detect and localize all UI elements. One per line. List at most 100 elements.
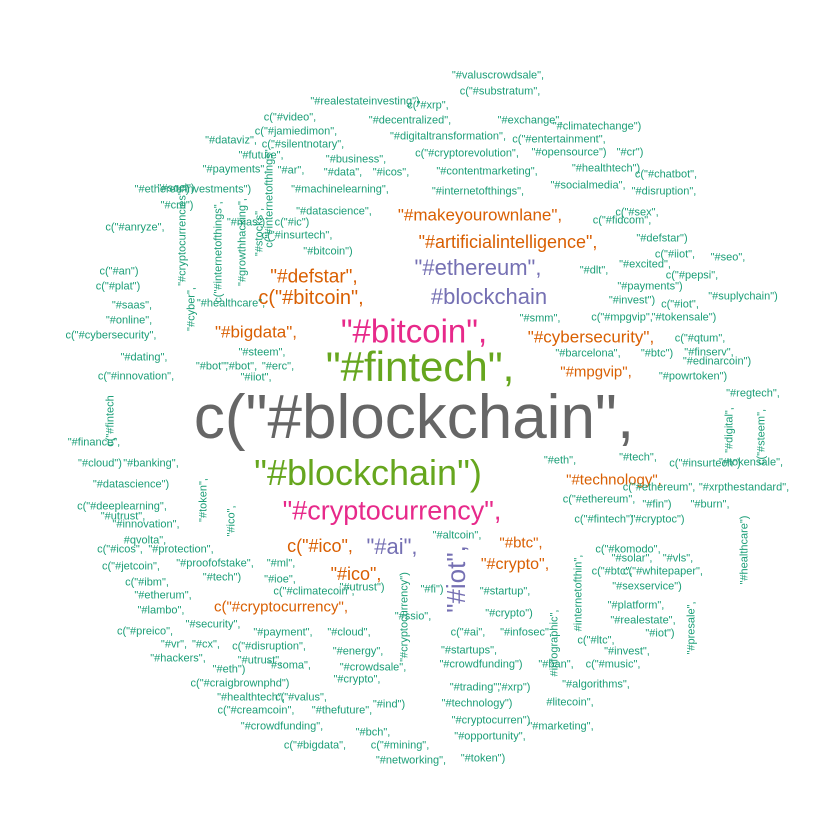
cloud-word: c("#ico", <box>287 536 353 556</box>
cloud-word: "#suplychain") <box>708 290 778 303</box>
cloud-word: c("#fintech <box>104 395 117 447</box>
cloud-word: "#thefuture", <box>311 704 373 717</box>
cloud-word: "#bot", <box>224 360 258 373</box>
cloud-word: c("#fidcom", <box>592 214 652 227</box>
cloud-word: c("#ltc", <box>577 634 615 647</box>
cloud-word: c("#cybersecurity", <box>65 329 157 342</box>
cloud-word: "#dlt", <box>579 264 609 277</box>
cloud-word: c("#entertainment", <box>512 133 606 146</box>
cloud-word: "#token", <box>197 478 210 522</box>
cloud-word: "#banking", <box>123 457 179 470</box>
cloud-word: "#marketing", <box>528 720 594 733</box>
cloud-word: "#iot", <box>441 545 471 613</box>
cloud-word: "#tokensale") <box>651 311 717 324</box>
cloud-word: "#finance", <box>67 436 121 449</box>
cloud-word: "#cloud", <box>327 626 371 639</box>
cloud-word: "#vr", <box>160 638 188 651</box>
cloud-word: "#investments") <box>174 183 252 196</box>
cloud-word: c("#anryze", <box>105 221 165 234</box>
cloud-word: c("#iiot", <box>654 248 696 261</box>
cloud-word: "#ban", <box>538 658 574 671</box>
cloud-word: "#realestate", <box>610 614 676 627</box>
cloud-word: "#eth", <box>543 454 577 467</box>
cloud-word: #infographic", <box>548 609 561 677</box>
cloud-word: c("#fintech") <box>574 513 634 526</box>
cloud-word: c("#ethereum", <box>622 481 696 494</box>
cloud-word: "#cloud") <box>78 457 122 470</box>
cloud-word: "#seo", <box>710 251 746 264</box>
cloud-word: c("#cryptocurrency", <box>213 598 349 616</box>
cloud-word: c("#internetofthings", <box>212 201 225 303</box>
cloud-word: "#tech", <box>619 451 657 464</box>
cloud-word: "#ind") <box>372 698 406 711</box>
cloud-word: "#payment", <box>253 626 313 639</box>
cloud-word: "#mas") <box>226 216 266 229</box>
cloud-word: "#exchange", <box>497 114 563 127</box>
cloud-word: "#algorithms", <box>562 678 630 691</box>
cloud-word: c("#internetofthings", <box>263 146 276 248</box>
cloud-word: c("#mpgvip", <box>591 311 653 324</box>
cloud-word: "#presale", <box>685 601 698 655</box>
cloud-word: c("#craigbrownphd") <box>190 677 290 690</box>
cloud-word: c("#mining", <box>370 739 430 752</box>
cloud-word: "#utrust") <box>339 581 385 594</box>
cloud-word: c("#bitcoin", <box>258 287 364 309</box>
cloud-word: "#artificialintelligence", <box>418 232 598 252</box>
cloud-word: "#ml", <box>266 557 296 570</box>
cloud-word: "#cryptocurrency", <box>282 495 502 526</box>
cloud-word: "#etherum", <box>134 589 192 602</box>
cloud-word: c("#cryptorevolution", <box>415 147 519 160</box>
cloud-word: "#digital", <box>723 407 736 453</box>
cloud-word: "#finserv", <box>684 346 734 359</box>
cloud-word: "#startups", <box>440 644 498 657</box>
cloud-word: "#soci") <box>157 182 195 195</box>
cloud-word: c("#plat") <box>95 280 141 293</box>
cloud-word: "#opportunity", <box>454 730 526 743</box>
cloud-word: "#fintech", <box>325 343 515 390</box>
cloud-word: c("#video", <box>263 111 317 124</box>
cloud-word: "#edinarcoin") <box>682 355 752 368</box>
cloud-word: "#realestateinvesting") <box>310 95 420 108</box>
cloud-word: "#healthcare") <box>738 515 751 585</box>
cloud-word: "#cryptocurrencies", <box>176 188 189 286</box>
cloud-word: "#eth") <box>212 663 246 676</box>
cloud-word: "#machinelearning", <box>291 183 389 196</box>
cloud-word: "#fin") <box>642 498 672 511</box>
cloud-word: "#mpgvip", <box>560 363 632 381</box>
cloud-word: c("#jamiedimon", <box>254 125 338 138</box>
cloud-word: "#icos", <box>372 166 410 179</box>
cloud-word: "#online", <box>105 314 153 327</box>
cloud-word: "#bitcoin", <box>340 312 488 350</box>
cloud-word: "#proofofstake", <box>176 557 254 570</box>
cloud-word: "#data", <box>323 166 363 179</box>
cloud-word: c("#whitepaper", <box>623 565 703 578</box>
cloud-word: "#crowdfunding", <box>240 720 324 733</box>
cloud-word: "#xrpthestandard", <box>698 481 790 494</box>
cloud-word: c("#climatecoin", <box>273 585 355 598</box>
cloud-word: "#decentralized", <box>368 114 452 127</box>
cloud-word: "#tech") <box>202 571 242 584</box>
cloud-word: "#bigdata", <box>214 322 298 342</box>
cloud-word: "#solar", <box>611 552 653 565</box>
cloud-word: c("#valus", <box>275 691 327 704</box>
cloud-word: "#blockchain") <box>254 452 482 493</box>
cloud-word: "#technology") <box>441 697 513 710</box>
cloud-word: "#sexservice") <box>612 580 682 593</box>
cloud-word: #qvolta", <box>123 534 167 547</box>
cloud-word: "#fi") <box>420 583 444 596</box>
cloud-word: "#dataviz", <box>205 134 257 147</box>
cloud-word: "#ai", <box>366 534 418 559</box>
cloud-word: "#datascience") <box>92 478 170 491</box>
cloud-word: c("#an") <box>99 265 139 278</box>
cloud-word: "#ioe", <box>264 573 296 586</box>
cloud-word: "#energy", <box>332 645 384 658</box>
cloud-word: "#healthtech", <box>217 691 285 704</box>
cloud-word: "#ethereum", <box>414 255 542 280</box>
cloud-word: c("#ai", <box>450 626 486 639</box>
cloud-word: "#btc", <box>499 534 543 552</box>
cloud-word: "#opensource") <box>531 146 607 159</box>
cloud-word: "#trading", <box>449 681 501 694</box>
cloud-word: c("#ic") <box>274 216 310 229</box>
cloud-word: "#startup", <box>479 585 531 598</box>
cloud-word: c("#btc", <box>591 565 633 578</box>
